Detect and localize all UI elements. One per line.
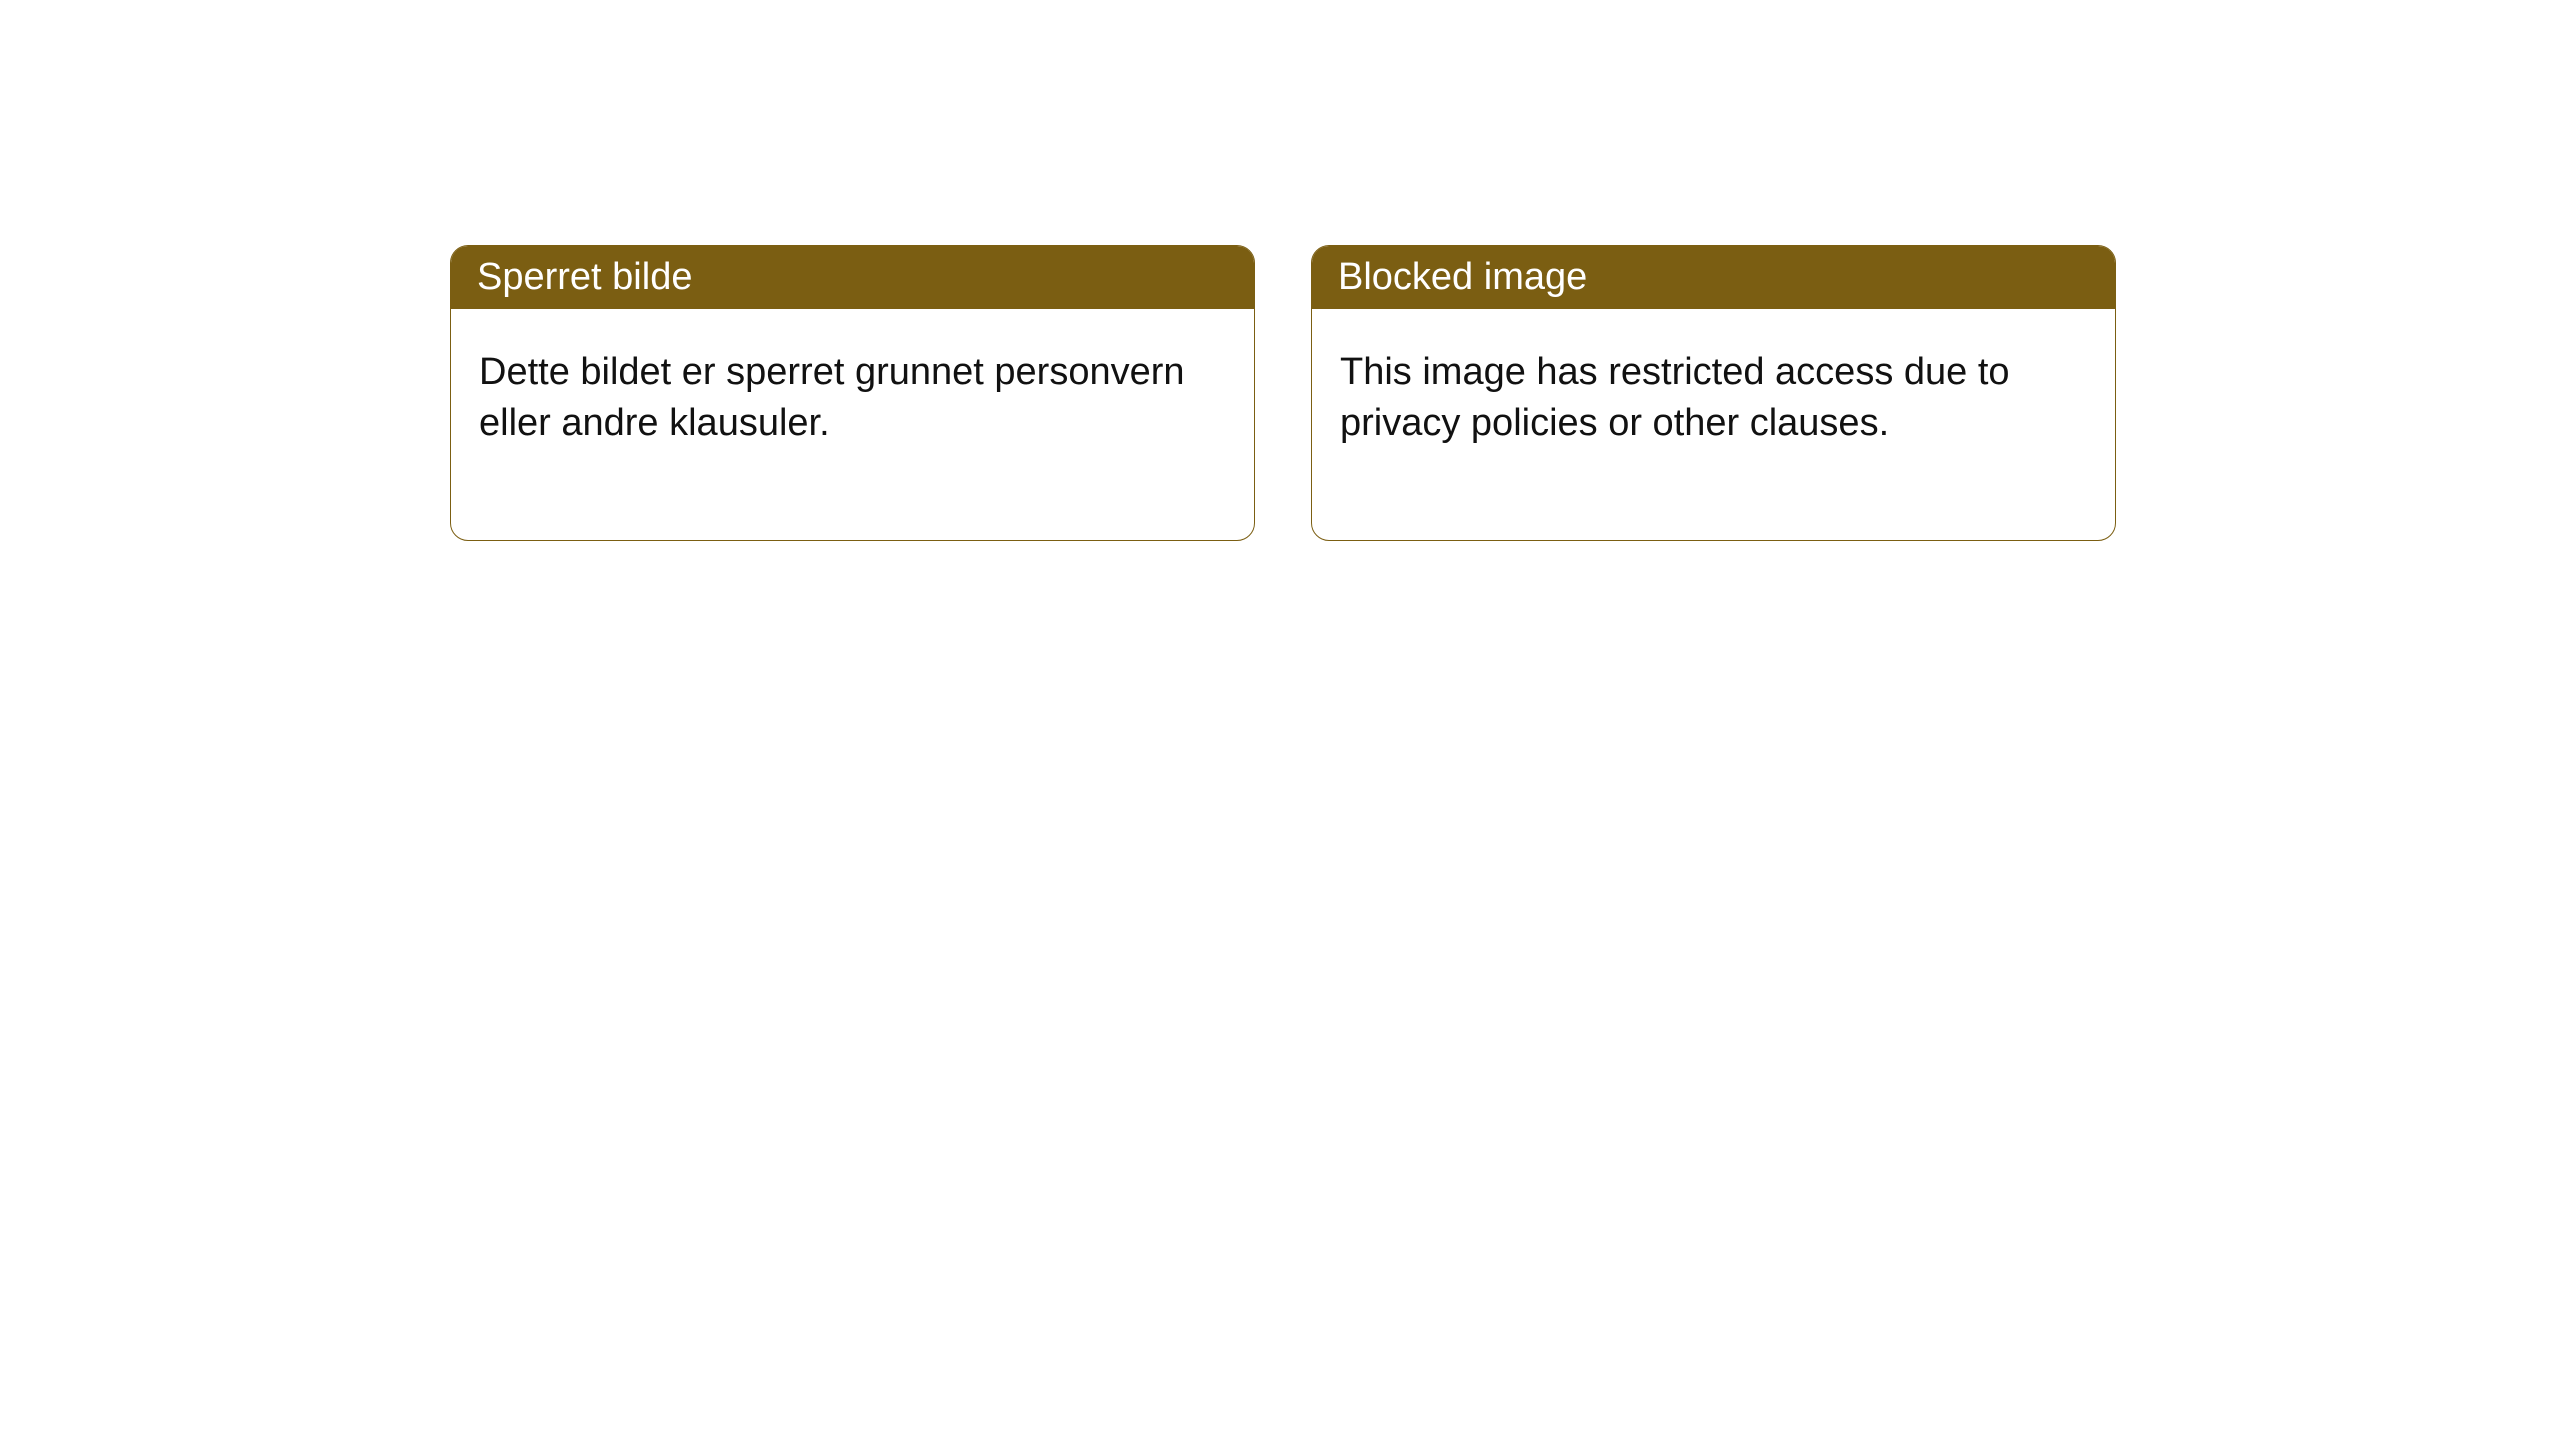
card-title: Blocked image — [1338, 256, 1587, 298]
card-body-text: Dette bildet er sperret grunnet personve… — [479, 351, 1185, 444]
blocked-image-card-no: Sperret bilde Dette bildet er sperret gr… — [450, 245, 1255, 541]
card-header: Sperret bilde — [451, 246, 1254, 309]
cards-container: Sperret bilde Dette bildet er sperret gr… — [0, 0, 2560, 541]
card-body: This image has restricted access due to … — [1312, 309, 2115, 540]
card-title: Sperret bilde — [477, 256, 692, 298]
card-header: Blocked image — [1312, 246, 2115, 309]
blocked-image-card-en: Blocked image This image has restricted … — [1311, 245, 2116, 541]
card-body-text: This image has restricted access due to … — [1340, 351, 2010, 444]
card-body: Dette bildet er sperret grunnet personve… — [451, 309, 1254, 540]
